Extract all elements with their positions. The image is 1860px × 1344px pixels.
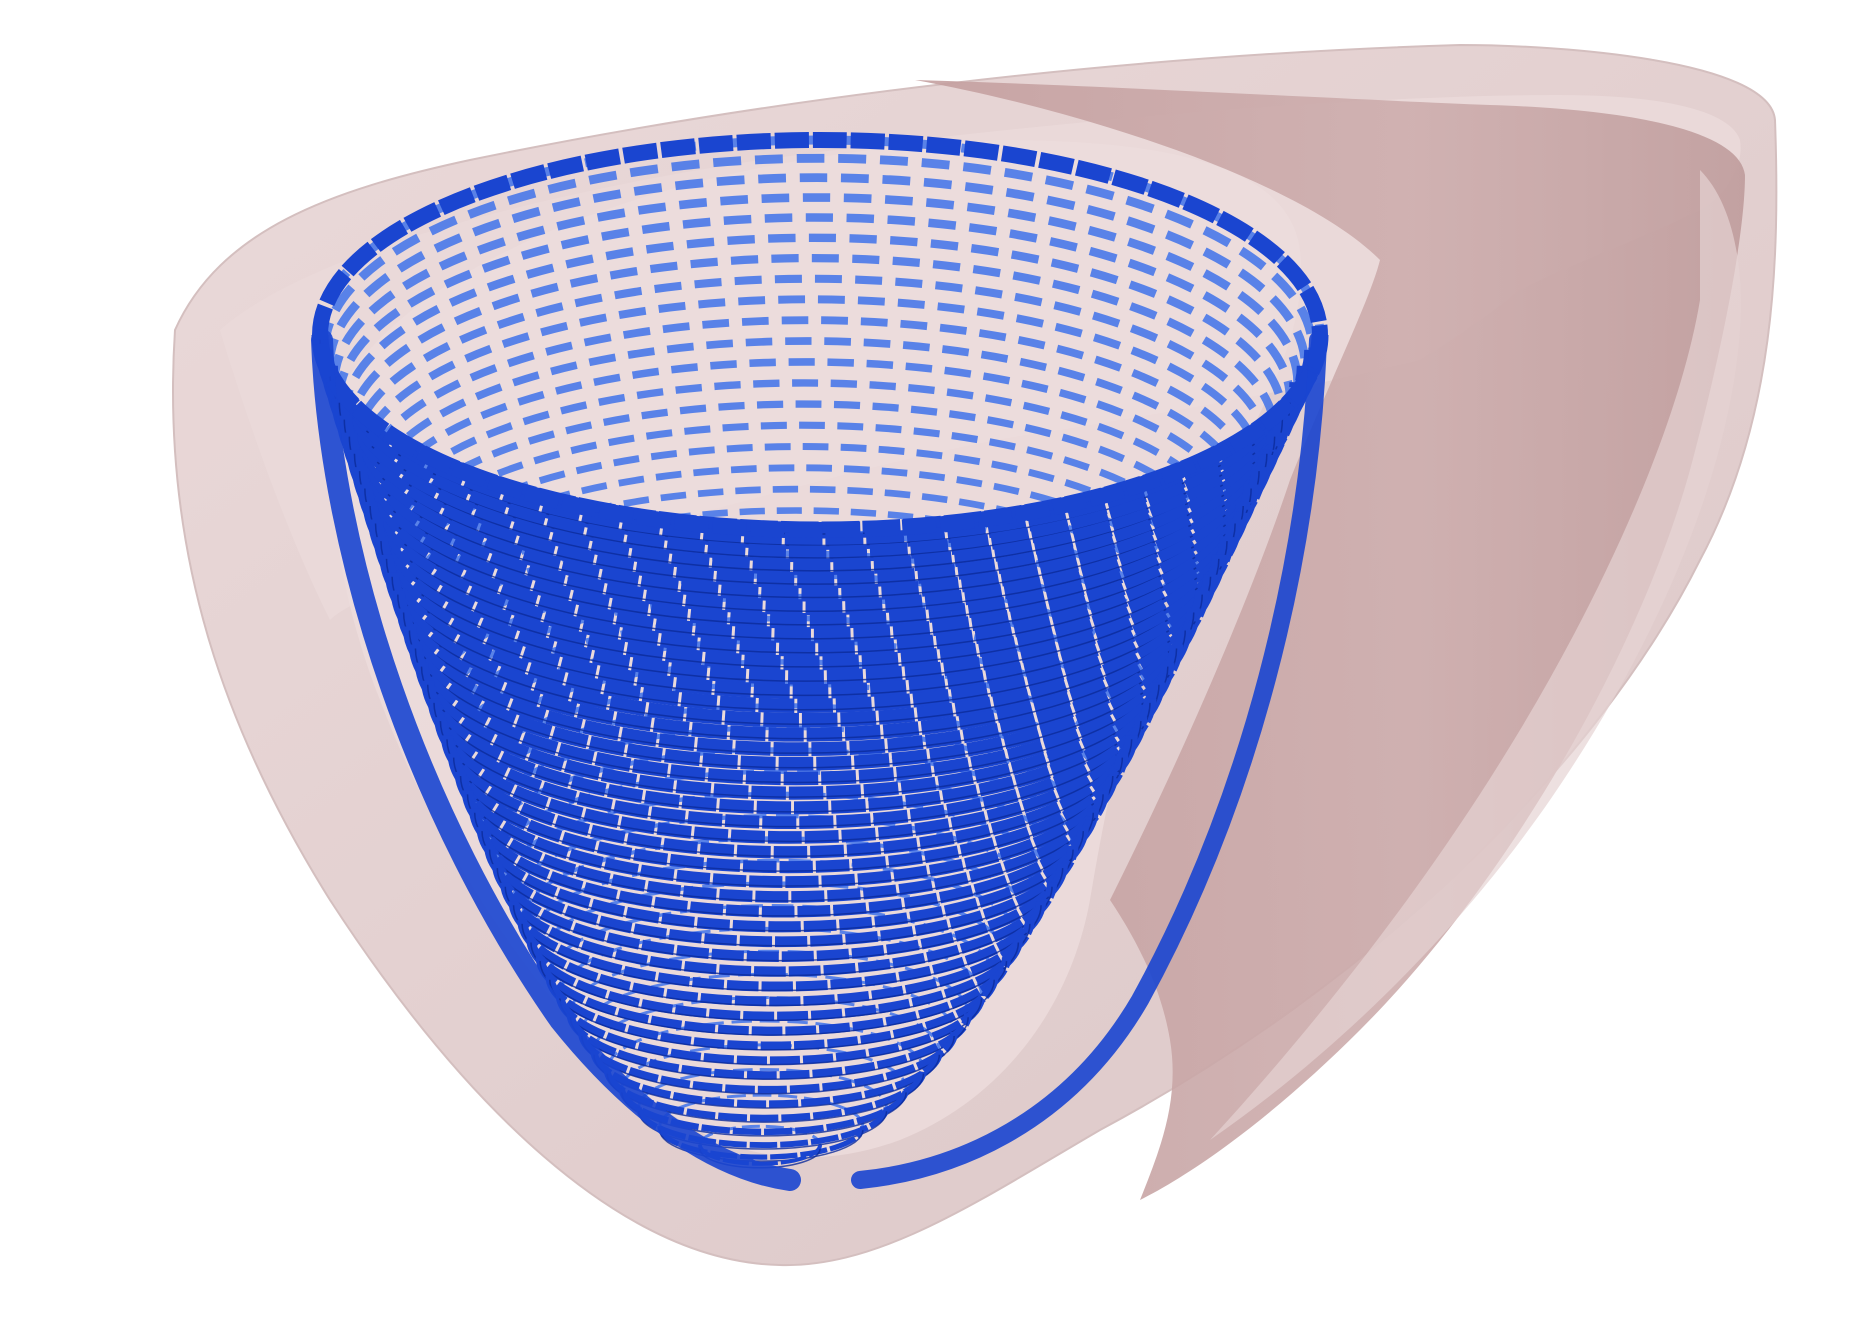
fiber-ring-front [362,501,1251,671]
fiber-ring-front [336,415,1291,602]
fiber-left-silhouette [311,329,801,1191]
fiber-ring-back [345,254,1279,433]
fiber-ring-front [368,519,1243,685]
fiber-ring-back [320,153,1318,350]
fiber-ring-front [454,771,1119,888]
fiber-ring-front [396,608,1201,757]
fiber-ring-front [390,590,1210,742]
fiber-ring-front [357,484,1259,657]
fiber-ring-front [555,994,986,1065]
fiber-ring-seam [488,849,1074,947]
fiber-field [311,132,1329,1191]
fiber-ring-front [517,919,1035,1007]
fiber-ring-front [346,449,1275,629]
fiber-ring-front [469,808,1099,918]
fiber-ring-front [484,845,1079,947]
fiber-ring-front [341,432,1283,615]
fiber-ring-seam [446,739,1133,858]
fiber-ring-front [408,644,1184,786]
fiber-ring-front [351,467,1267,643]
fiber-ring-front [461,790,1109,903]
fiber-ring-front [427,698,1157,829]
fiber-ring-front [545,975,999,1051]
fiber-right-silhouette [851,331,1327,1189]
fiber-ring-seam [473,812,1095,917]
fiber-ring-seam [481,831,1085,932]
fiber-ring-front [566,1013,973,1080]
fiber-ring-front [379,554,1227,713]
fiber-ring-front [434,717,1148,844]
fiber-ring-seam [504,886,1053,977]
fiber-ring-back [360,316,1256,485]
cut-surface [915,80,1745,1200]
fiber-ring-front [384,572,1218,728]
fiber-ring-front [373,537,1235,699]
fiber-ring-seam [638,1111,888,1150]
outer-rim-highlight [1210,170,1741,1140]
fiber-ring-seam [659,1130,864,1162]
fiber-ring-back [330,193,1302,383]
fiber-ring-back [366,337,1248,503]
fiber-ring-front [500,882,1058,977]
fiber-ring-front [447,753,1129,874]
fiber-ring-front [526,938,1024,1021]
fiber-ring-back [335,213,1295,399]
fiber-ring-front [421,680,1166,814]
fiber-ring-front [414,662,1175,800]
fiber-ring-back [350,274,1271,450]
fiber-ring-back [371,358,1239,520]
fiber-ring-seam [385,558,1220,711]
fiber-ring-front [440,735,1138,859]
fiber-ring-front [492,864,1068,962]
fiber-ring-back [698,1124,822,1146]
fiber-ring-back [340,233,1287,416]
fiber-ring-front [535,956,1012,1036]
fiber-ring-front [476,827,1089,933]
fiber-ring-front [508,901,1047,992]
fiber-ring-front [402,626,1193,771]
fiber-ring-back [325,173,1310,366]
fiber-ring-seam [426,684,1160,813]
fiber-ring-front [331,398,1299,588]
fiber-ring-back [355,295,1264,468]
